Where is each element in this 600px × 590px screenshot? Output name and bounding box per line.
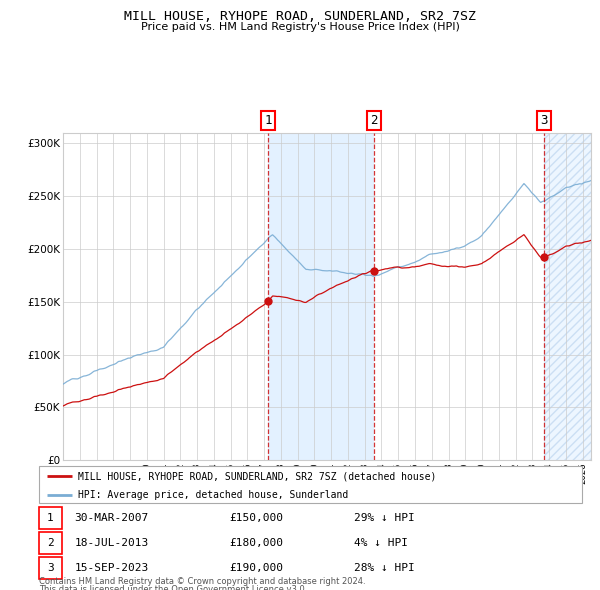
- Text: 1: 1: [265, 114, 272, 127]
- Text: 15-SEP-2023: 15-SEP-2023: [74, 563, 149, 572]
- Bar: [544, 133, 591, 460]
- Text: 4% ↓ HPI: 4% ↓ HPI: [354, 538, 408, 548]
- Text: 3: 3: [541, 114, 548, 127]
- Text: 1: 1: [47, 513, 54, 523]
- Bar: [39, 557, 62, 579]
- Bar: [268, 133, 374, 460]
- Text: HPI: Average price, detached house, Sunderland: HPI: Average price, detached house, Sund…: [78, 490, 349, 500]
- Text: 28% ↓ HPI: 28% ↓ HPI: [354, 563, 415, 572]
- Text: MILL HOUSE, RYHOPE ROAD, SUNDERLAND, SR2 7SZ (detached house): MILL HOUSE, RYHOPE ROAD, SUNDERLAND, SR2…: [78, 471, 436, 481]
- Text: 2: 2: [47, 538, 54, 548]
- Text: 30-MAR-2007: 30-MAR-2007: [74, 513, 149, 523]
- Text: 29% ↓ HPI: 29% ↓ HPI: [354, 513, 415, 523]
- Text: Price paid vs. HM Land Registry's House Price Index (HPI): Price paid vs. HM Land Registry's House …: [140, 22, 460, 32]
- Text: £150,000: £150,000: [229, 513, 283, 523]
- Text: 18-JUL-2013: 18-JUL-2013: [74, 538, 149, 548]
- Text: £190,000: £190,000: [229, 563, 283, 572]
- Bar: [39, 532, 62, 554]
- Text: 3: 3: [47, 563, 54, 572]
- Text: MILL HOUSE, RYHOPE ROAD, SUNDERLAND, SR2 7SZ: MILL HOUSE, RYHOPE ROAD, SUNDERLAND, SR2…: [124, 10, 476, 23]
- Text: This data is licensed under the Open Government Licence v3.0.: This data is licensed under the Open Gov…: [39, 585, 307, 590]
- Text: £180,000: £180,000: [229, 538, 283, 548]
- Text: Contains HM Land Registry data © Crown copyright and database right 2024.: Contains HM Land Registry data © Crown c…: [39, 577, 365, 586]
- Bar: [39, 507, 62, 529]
- Text: 2: 2: [370, 114, 377, 127]
